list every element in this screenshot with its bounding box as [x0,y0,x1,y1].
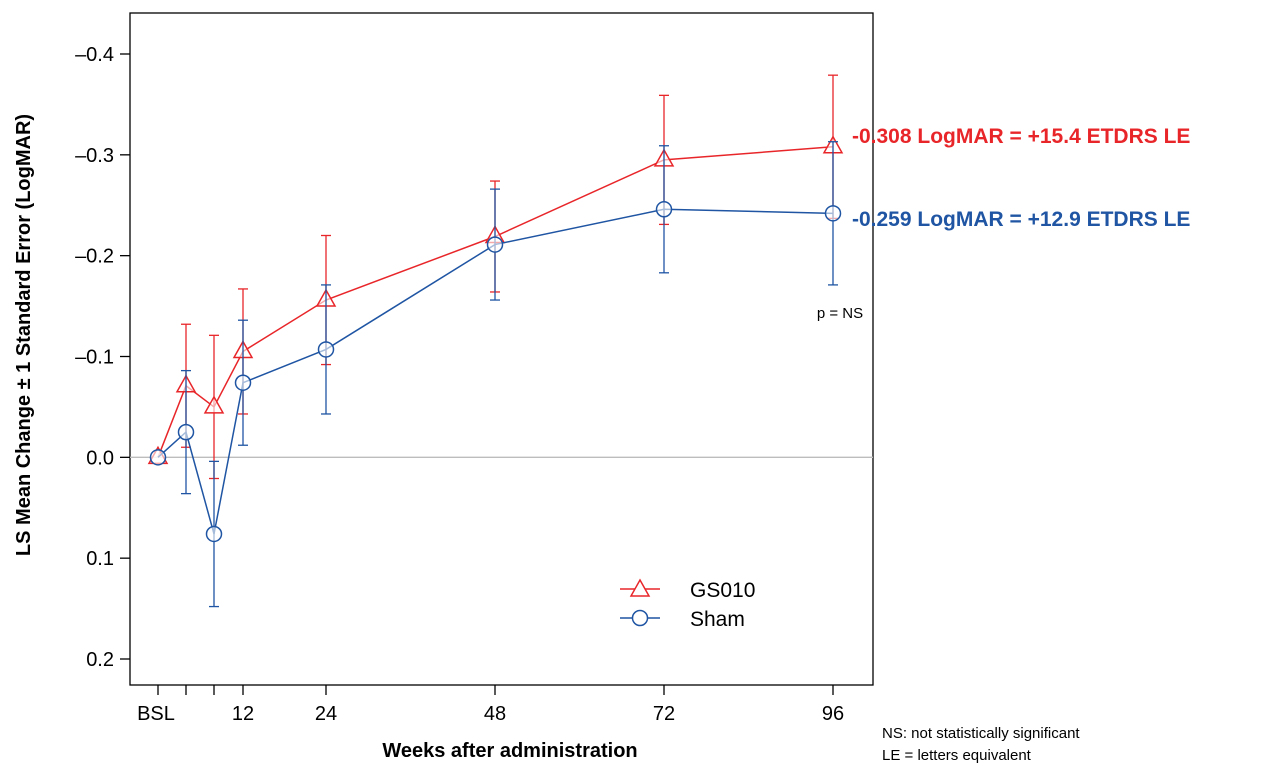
legend-sham-marker [631,609,649,627]
data-point [824,205,842,222]
series-line [157,208,834,535]
y-tick-label: –0.1 [75,347,114,369]
legend: GS010 Sham [620,578,755,631]
p-value-annotation: p = NS [817,305,863,322]
series-sham [149,141,842,608]
x-tick-label: 48 [484,703,506,725]
y-tick-label: –0.2 [75,246,114,268]
sham-result-annotation: -0.259 LogMAR = +12.9 ETDRS LE [852,208,1190,231]
footnote-le: LE = letters equivalent [882,747,1032,764]
data-point [149,449,167,466]
x-axis: BSL 12 24 48 72 96 [137,685,844,725]
y-tick-label: 0.2 [86,649,114,671]
legend-sham-label: Sham [690,608,745,631]
y-tick-label: 0.0 [86,447,114,469]
data-point [205,525,223,543]
x-tick-label: BSL [137,703,175,725]
plot-frame [129,12,874,686]
data-point [234,374,252,391]
y-tick-label: 0.1 [86,548,114,570]
y-axis-title: LS Mean Change ± 1 Standard Error (LogMA… [13,114,35,556]
x-axis-title: Weeks after administration [382,740,637,762]
footnote-ns: NS: not statistically significant [882,725,1080,742]
y-tick-label: –0.4 [75,44,114,66]
x-tick-label: 24 [315,703,337,725]
legend-gs010-marker [629,578,651,597]
data-point [486,236,504,253]
data-point [655,201,673,218]
x-tick-label: 72 [653,703,675,725]
gs010-result-annotation: -0.308 LogMAR = +15.4 ETDRS LE [852,125,1190,148]
x-tick-label: 12 [232,703,254,725]
y-axis: –0.4 –0.3 –0.2 –0.1 0.0 0.1 0.2 [75,44,130,671]
x-tick-label: 96 [822,703,844,725]
data-point [177,423,195,441]
y-tick-label: –0.3 [75,145,114,167]
series-layer [147,74,844,608]
data-point [203,395,225,414]
legend-gs010-label: GS010 [690,579,755,602]
data-point [317,341,335,358]
